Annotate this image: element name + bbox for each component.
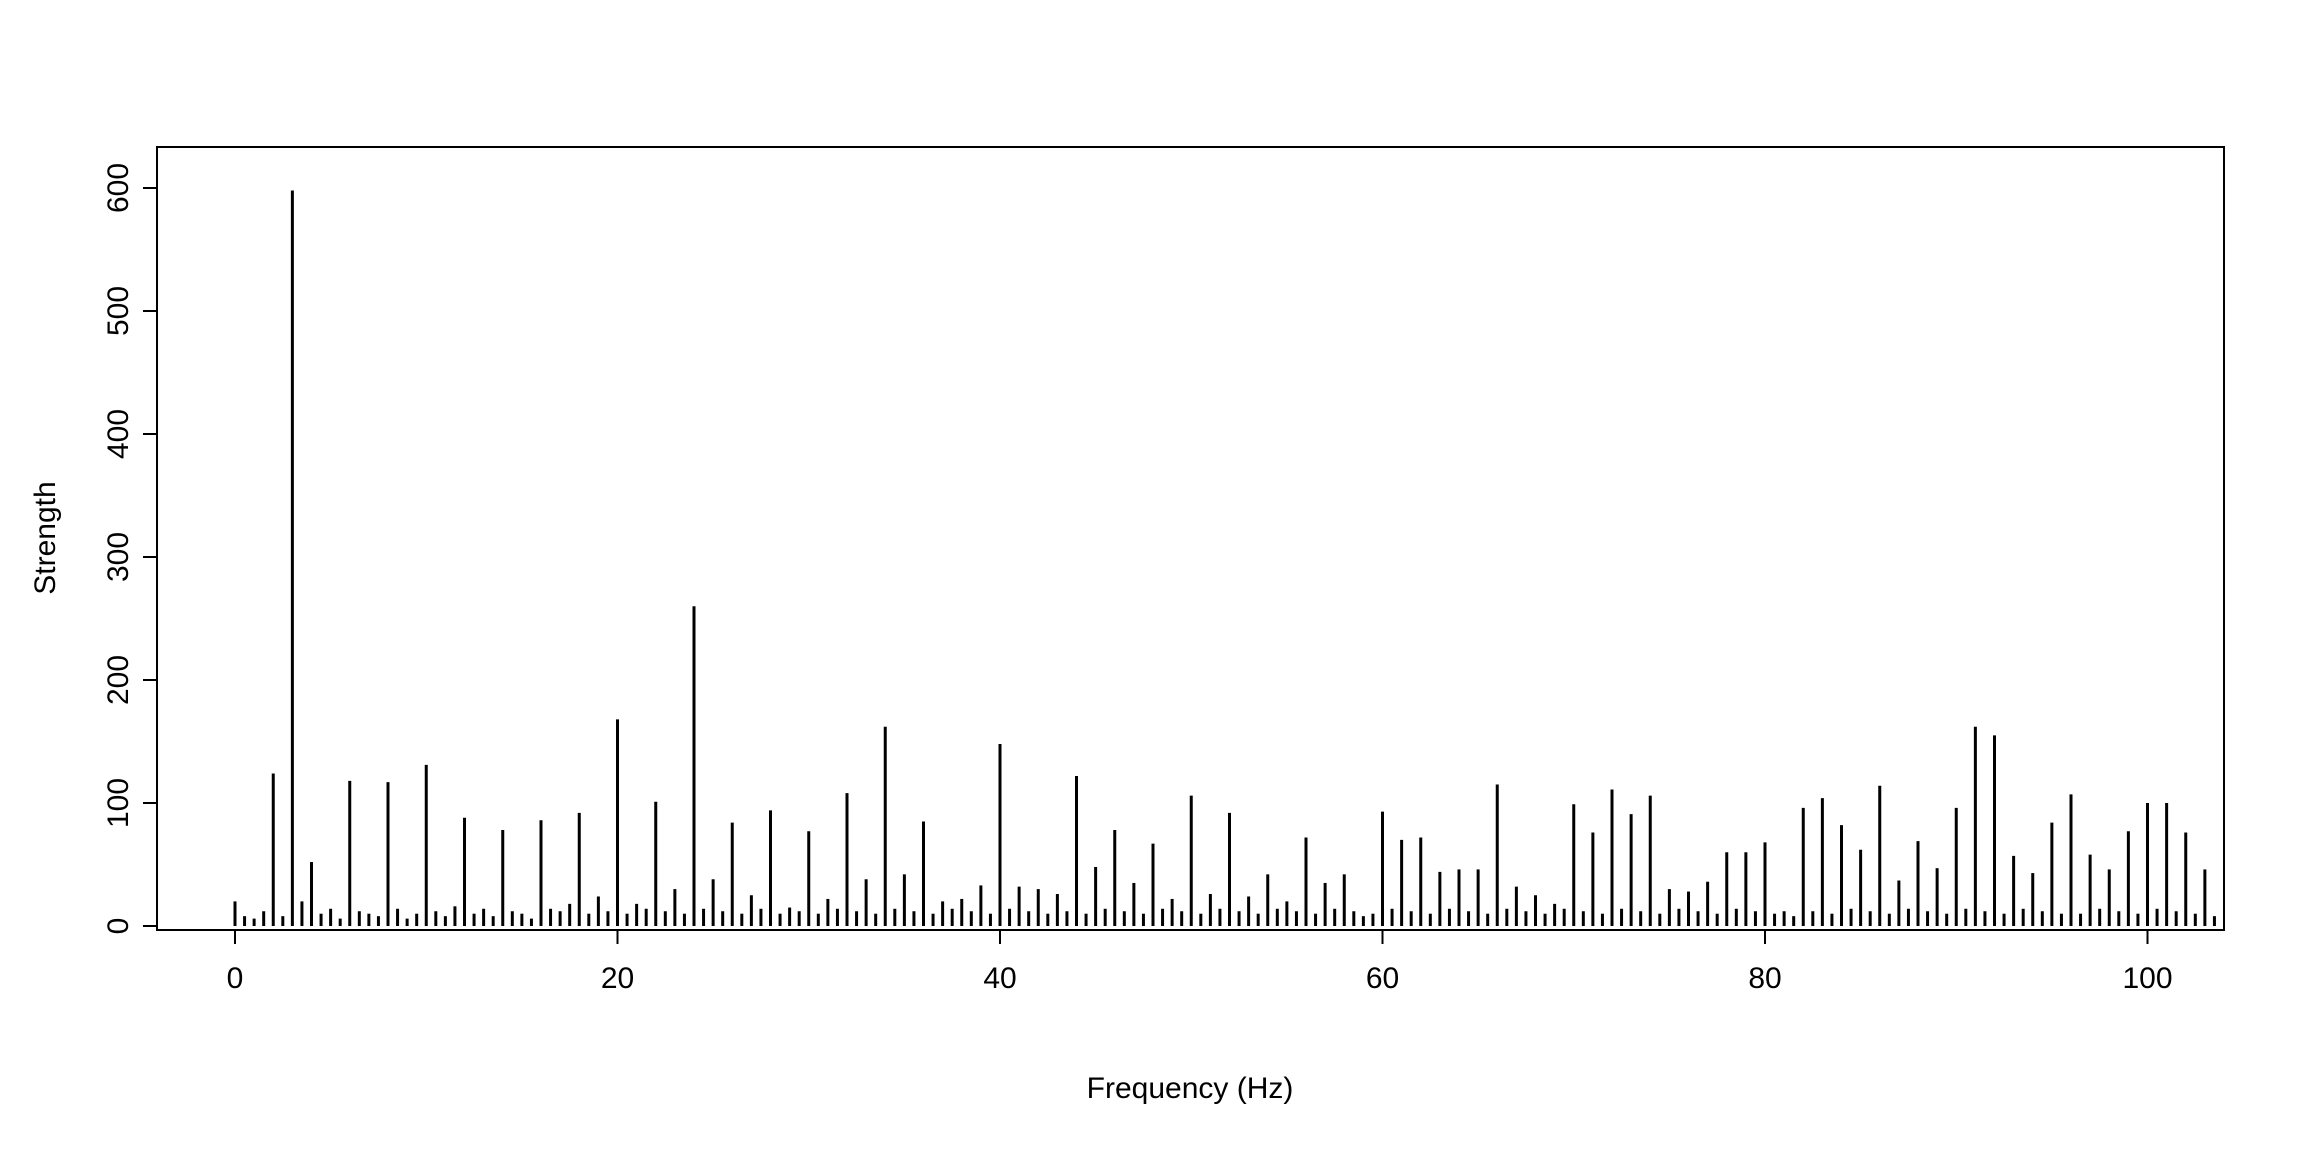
x-axis-title: Frequency (Hz) xyxy=(1086,1072,1294,1105)
x-tick-label: 80 xyxy=(1748,962,1781,995)
x-tick-label: 40 xyxy=(983,962,1016,995)
x-tick-label: 100 xyxy=(2122,962,2172,995)
x-tick-label: 60 xyxy=(1366,962,1399,995)
x-tick-label: 0 xyxy=(227,962,244,995)
y-tick-label: 200 xyxy=(102,655,135,705)
y-tick-label: 400 xyxy=(102,409,135,459)
y-tick-label: 500 xyxy=(102,286,135,336)
y-tick-label: 300 xyxy=(102,532,135,582)
y-tick-label: 600 xyxy=(102,163,135,213)
y-tick-label: 0 xyxy=(102,918,135,935)
y-tick-label: 100 xyxy=(102,778,135,828)
x-tick-label: 20 xyxy=(601,962,634,995)
y-axis-title: Strength xyxy=(29,481,62,595)
plot-frame xyxy=(156,146,2225,931)
